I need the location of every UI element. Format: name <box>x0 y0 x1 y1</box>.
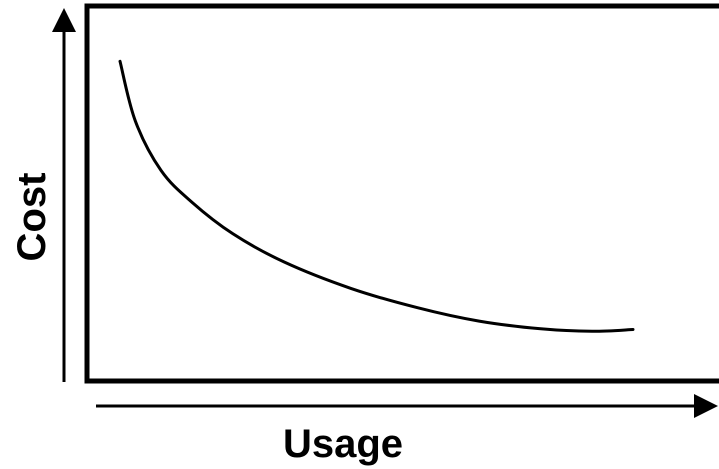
y-axis-label: Cost <box>10 173 54 262</box>
x-axis-label: Usage <box>283 422 403 466</box>
cost-curve-line <box>118 59 635 333</box>
plot-frame <box>84 3 719 384</box>
